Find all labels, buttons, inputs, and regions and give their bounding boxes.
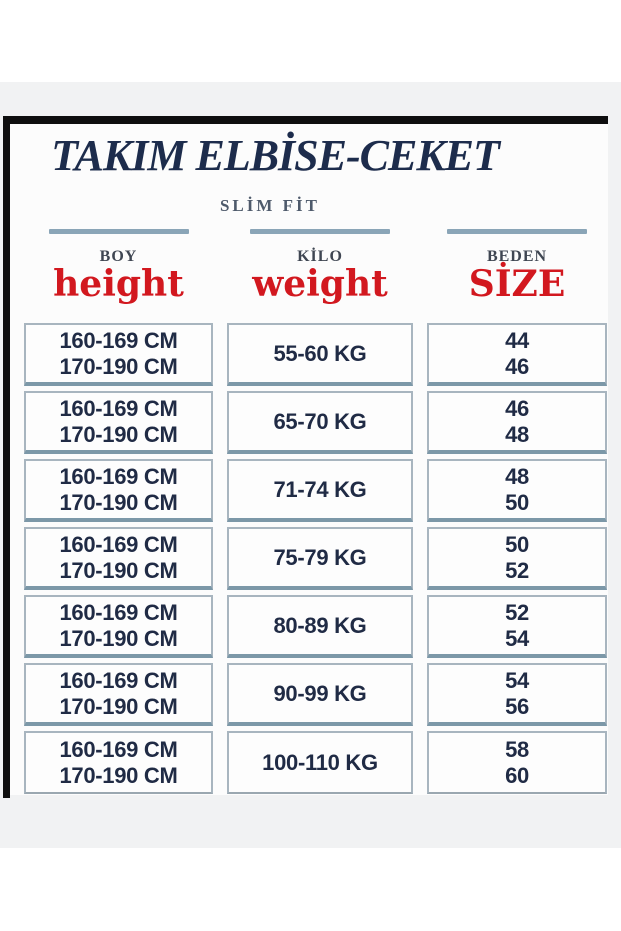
size-cell: 44 46: [427, 323, 607, 386]
size-value: 52: [505, 599, 529, 625]
height-range: 160-169 CM: [59, 736, 178, 762]
size-value: 50: [505, 531, 529, 557]
height-cell: 160-169 CM 170-190 CM: [24, 459, 213, 522]
height-cell: 160-169 CM 170-190 CM: [24, 323, 213, 386]
size-value: 44: [505, 327, 529, 353]
height-range: 160-169 CM: [59, 531, 178, 557]
size-value: 54: [505, 667, 529, 693]
height-cell: 160-169 CM 170-190 CM: [24, 731, 213, 794]
size-value: 52: [505, 557, 529, 583]
page-subtitle: SLİM FİT: [219, 196, 321, 215]
height-range: 170-190 CM: [59, 762, 178, 788]
weight-cell: 75-79 KG: [227, 527, 413, 590]
weight-cell: 55-60 KG: [227, 323, 413, 386]
weight-cell: 65-70 KG: [227, 391, 413, 454]
weight-cell: 80-89 KG: [227, 595, 413, 658]
height-range: 170-190 CM: [59, 693, 178, 719]
column-header-kilo: KİLO: [297, 248, 343, 265]
weight-range: 75-79 KG: [273, 544, 367, 570]
annotation-height: height: [53, 263, 184, 305]
weight-range: 65-70 KG: [273, 408, 367, 434]
height-cell: 160-169 CM 170-190 CM: [24, 663, 213, 726]
height-range: 170-190 CM: [59, 489, 178, 515]
height-cell: 160-169 CM 170-190 CM: [24, 595, 213, 658]
annotation-weight: weight: [252, 263, 388, 305]
size-cell: 54 56: [427, 663, 607, 726]
size-value: 46: [505, 353, 529, 379]
size-table: 160-169 CM 170-190 CM 55-60 KG 44 46 160…: [24, 323, 607, 794]
height-range: 170-190 CM: [59, 421, 178, 447]
size-cell: 48 50: [427, 459, 607, 522]
height-range: 160-169 CM: [59, 599, 178, 625]
annotation-size: SİZE: [468, 263, 566, 305]
weight-cell: 90-99 KG: [227, 663, 413, 726]
size-value: 46: [505, 395, 529, 421]
size-value: 60: [505, 762, 529, 788]
column-underlines: [24, 229, 607, 234]
frame-left-bar: [3, 116, 10, 798]
frame-top-bar: [3, 116, 608, 124]
height-range: 160-169 CM: [59, 667, 178, 693]
height-cell: 160-169 CM 170-190 CM: [24, 527, 213, 590]
underline-height-column: [48, 229, 189, 234]
size-value: 50: [505, 489, 529, 515]
height-range: 160-169 CM: [59, 395, 178, 421]
weight-range: 71-74 KG: [273, 476, 367, 502]
column-headers: BOY KİLO BEDEN: [24, 248, 607, 266]
height-cell: 160-169 CM 170-190 CM: [24, 391, 213, 454]
weight-range: 80-89 KG: [273, 612, 367, 638]
page-title: TAKIM ELBİSE-CEKET: [51, 131, 500, 180]
weight-range: 55-60 KG: [273, 340, 367, 366]
weight-range: 100-110 KG: [262, 749, 378, 775]
size-value: 48: [505, 421, 529, 447]
column-header-beden: BEDEN: [486, 248, 548, 265]
size-cell: 50 52: [427, 527, 607, 590]
height-range: 170-190 CM: [59, 625, 178, 651]
column-annotations: height weight SİZE: [24, 264, 607, 304]
weight-cell: 100-110 KG: [227, 731, 413, 794]
size-cell: 46 48: [427, 391, 607, 454]
weight-range: 90-99 KG: [273, 680, 367, 706]
height-range: 170-190 CM: [59, 557, 178, 583]
size-value: 54: [505, 625, 529, 651]
underline-weight-column: [250, 229, 390, 234]
weight-cell: 71-74 KG: [227, 459, 413, 522]
column-header-boy: BOY: [99, 248, 138, 265]
size-value: 48: [505, 463, 529, 489]
size-value: 58: [505, 736, 529, 762]
size-value: 56: [505, 693, 529, 719]
height-range: 160-169 CM: [59, 327, 178, 353]
underline-size-column: [447, 229, 587, 234]
height-range: 160-169 CM: [59, 463, 178, 489]
height-range: 170-190 CM: [59, 353, 178, 379]
size-cell: 58 60: [427, 731, 607, 794]
size-cell: 52 54: [427, 595, 607, 658]
